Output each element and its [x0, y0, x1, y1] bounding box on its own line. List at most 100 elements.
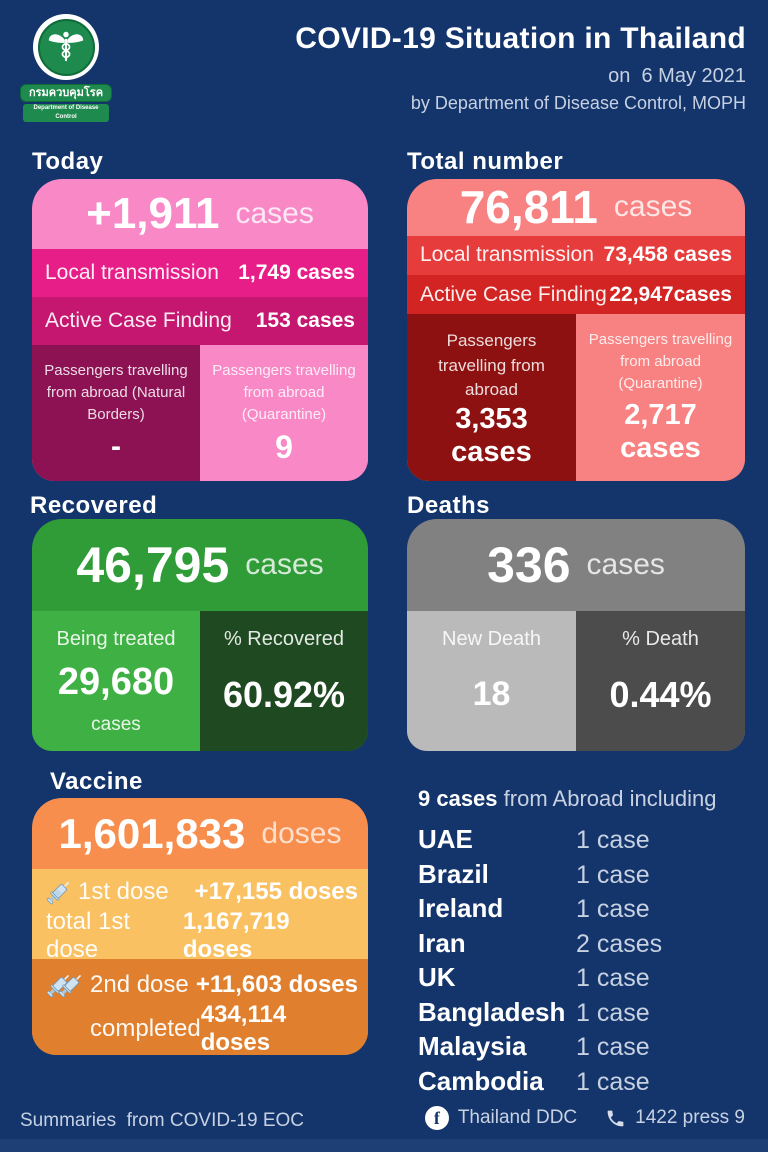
- today-section-heading: Today: [32, 148, 104, 175]
- vac-label: completed: [90, 1015, 201, 1042]
- sub-value: -: [111, 430, 121, 464]
- vac-value: 434,114 doses: [200, 1001, 287, 1055]
- total-active-case-finding-row: Active Case Finding 22,947cases: [407, 275, 745, 315]
- second-dose-row: 2nd dose +11,603 doses: [32, 963, 368, 1007]
- phone-label: 1422 press 9: [635, 1107, 745, 1128]
- total-section-heading: Total number: [407, 148, 564, 175]
- list-item: UAE 1 case: [418, 824, 750, 859]
- case-count: 1 case: [576, 826, 650, 854]
- phone-icon: [607, 1110, 624, 1126]
- row-value: 73,458 cases: [603, 243, 732, 267]
- new-death-box: New Death 18: [407, 611, 576, 751]
- case-count: 1 case: [576, 895, 650, 923]
- recovered-section-heading: Recovered: [30, 492, 158, 519]
- row-label: Active Case Finding: [420, 282, 607, 306]
- today-total-value: +1,911: [86, 189, 220, 238]
- recovered-total-unit: cases: [245, 548, 324, 581]
- total-abroad-quarantine-box: Passengers travelling from abroad (Quara…: [576, 314, 745, 481]
- today-abroad-quarantine-box: Passengers travelling from abroad (Quara…: [200, 345, 368, 481]
- logo-english-name: Department of Disease Control: [23, 104, 109, 122]
- vac-value: 1,167,719 doses: [182, 908, 290, 963]
- row-value: 153 cases: [255, 309, 355, 332]
- total-number-card: 76,811 cases Local transmission 73,458 c…: [407, 179, 745, 481]
- case-count: 1 case: [576, 860, 650, 889]
- total-unit: cases: [613, 190, 693, 224]
- facebook-label: Thailand DDC: [457, 1107, 578, 1128]
- row-label: Local transmission: [45, 261, 219, 284]
- deaths-total-unit: cases: [586, 548, 665, 581]
- sub-value: 2,717 cases: [620, 398, 701, 464]
- country-label: UK: [418, 962, 456, 992]
- row-label: Active Case Finding: [45, 309, 232, 332]
- vac-value: +17,155 doses: [194, 878, 358, 905]
- list-item: UK 1 case: [418, 962, 750, 997]
- abroad-summary: 9 cases from Abroad including: [418, 786, 750, 812]
- vaccine-total: 1,601,833 doses: [32, 798, 368, 869]
- country-label: Iran: [418, 927, 466, 958]
- list-item: Cambodia 1 case: [418, 1066, 750, 1101]
- country-label: Cambodia: [418, 1065, 544, 1096]
- list-item: Bangladesh 1 case: [418, 997, 750, 1032]
- abroad-list: UAE 1 case Brazil 1 case Ireland 1 case Ira…: [418, 824, 750, 1100]
- case-count: 2 cases: [576, 929, 663, 958]
- recovered-card: 46,795 cases Being treated 29,680 cases …: [32, 519, 368, 751]
- percent-death-box: % Death 0.44%: [576, 611, 745, 751]
- sub-value: 3,353 cases: [451, 403, 532, 468]
- stat-label: Being treated: [56, 628, 176, 650]
- vaccine-total-unit: doses: [261, 816, 342, 850]
- today-total-unit: cases: [235, 197, 314, 230]
- header: COVID-19 Situation in Thailand on 6 May …: [295, 22, 746, 114]
- vac-label: 2nd dose: [90, 971, 189, 998]
- vaccine-total-value: 1,601,833: [58, 809, 246, 857]
- vaccine-section-heading: Vaccine: [50, 768, 143, 795]
- country-label: UAE: [418, 824, 473, 854]
- total-first-dose-row: total 1st dose 1,167,719 doses: [32, 908, 368, 963]
- abroad-count: 9 cases: [418, 786, 498, 811]
- stat-label: % Recovered: [223, 628, 345, 650]
- deaths-total-value: 336: [487, 537, 571, 593]
- footer-contacts: f Thailand DDC 1422 press 9: [424, 1106, 745, 1130]
- total-value: 76,811: [459, 181, 598, 234]
- country-label: Ireland: [418, 893, 504, 923]
- logo-thai-name: กรมควบคุมโรค: [20, 84, 112, 102]
- double-syringe-icon: [46, 974, 82, 998]
- being-treated-box: Being treated 29,680 cases: [32, 611, 200, 751]
- abroad-cases-panel: 9 cases from Abroad including UAE 1 case …: [418, 786, 750, 1100]
- stat-value: 29,680: [57, 661, 175, 703]
- country-label: Brazil: [418, 858, 489, 889]
- caduceus-icon: [48, 31, 84, 62]
- sub-label: Passengers travelling from abroad (Quara…: [212, 362, 356, 423]
- case-count: 1 case: [576, 1033, 650, 1061]
- today-active-case-finding-row: Active Case Finding 153 cases: [32, 297, 368, 345]
- report-date: on 6 May 2021: [608, 65, 746, 87]
- stat-value: 0.44%: [609, 673, 712, 715]
- deaths-total: 336 cases: [407, 519, 745, 611]
- row-value: 1,749 cases: [238, 261, 355, 284]
- case-count: 1 case: [576, 998, 650, 1027]
- row-label: Local transmission: [420, 243, 594, 267]
- stat-unit: cases: [91, 714, 141, 735]
- bottom-strip: [0, 1139, 768, 1152]
- today-abroad-natural-borders-box: Passengers travelling from abroad (Natur…: [32, 345, 200, 481]
- list-item: Iran 2 cases: [418, 928, 750, 963]
- row-value: 22,947cases: [609, 282, 732, 306]
- page-title: COVID-19 Situation in Thailand: [295, 22, 746, 55]
- total-number-total: 76,811 cases: [407, 179, 745, 236]
- case-count: 1 case: [576, 964, 650, 992]
- vaccine-card: 1,601,833 doses 1st: [32, 798, 368, 1055]
- vac-label: total 1st dose: [46, 908, 131, 963]
- byline: by Department of Disease Control, MOPH: [410, 93, 746, 113]
- sub-label: Passengers travelling from abroad: [438, 331, 545, 400]
- total-local-transmission-row: Local transmission 73,458 cases: [407, 235, 745, 276]
- country-label: Malaysia: [418, 1031, 527, 1061]
- moph-logo: กรมควบคุมโรค Department of Disease Contr…: [16, 14, 116, 122]
- list-item: Ireland 1 case: [418, 893, 750, 928]
- country-label: Bangladesh: [418, 996, 566, 1027]
- case-count: 1 case: [576, 1067, 650, 1096]
- facebook-icon: f: [424, 1106, 449, 1130]
- list-item: Brazil 1 case: [418, 859, 750, 894]
- percent-recovered-box: % Recovered 60.92%: [200, 611, 368, 751]
- sub-label: Passengers travelling from abroad (Natur…: [44, 362, 188, 423]
- today-total: +1,911 cases: [32, 179, 368, 249]
- total-abroad-box: Passengers travelling from abroad 3,353 …: [407, 314, 576, 481]
